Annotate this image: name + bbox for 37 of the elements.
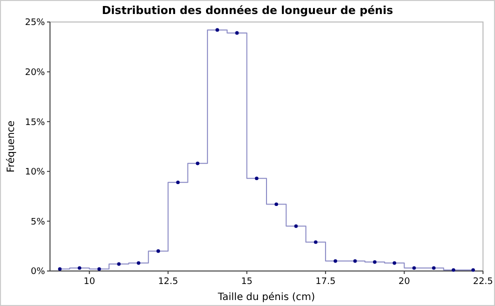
x-tick-label: 20 [398,277,410,287]
point [58,267,62,271]
point [432,266,436,270]
x-tick-label: 15 [241,277,253,287]
point [117,262,121,266]
point [314,240,318,244]
point [156,249,160,253]
point [372,260,377,264]
y-tick-label: 15% [24,118,46,128]
point [452,268,456,272]
x-axis-title: Taille du pénis (cm) [216,292,316,303]
point [294,224,298,228]
point [176,180,180,184]
x-tick-label: 10 [84,277,96,287]
x-tick-label: 22.5 [472,277,494,287]
point [392,261,396,265]
point [254,176,258,180]
point [216,28,220,32]
point [196,162,200,166]
chart-title: Distribution des données de longueur de pénis [102,4,394,17]
point [412,266,416,270]
y-tick-label: 0% [30,267,46,278]
point [136,261,140,265]
point [471,268,475,272]
point [78,266,82,270]
point [274,202,278,206]
y-axis-title: Fréquence [6,120,17,172]
x-tick-label: 17.5 [316,277,336,287]
y-tick-label: 10% [24,168,46,178]
y-tick-label: 20% [24,68,46,78]
point [334,259,338,263]
point [353,259,357,263]
point [97,267,101,271]
y-tick-label: 5% [30,217,46,228]
y-tick-label: 25% [24,18,46,28]
x-tick-label: 12.5 [158,277,178,287]
point [235,31,239,35]
